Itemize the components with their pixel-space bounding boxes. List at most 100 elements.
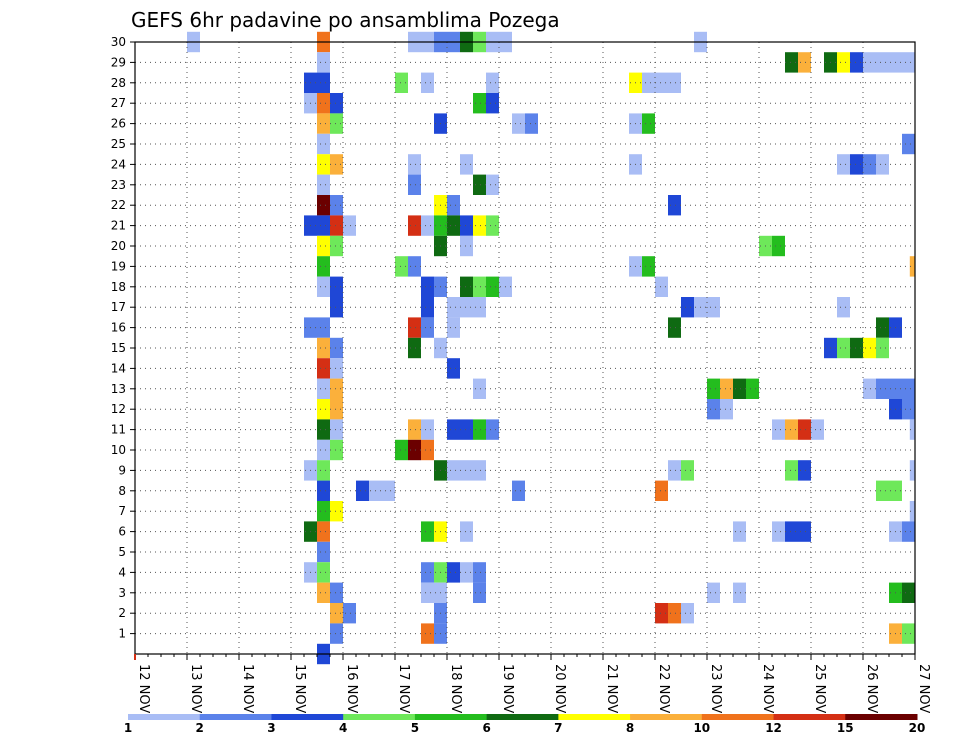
heatmap-cell bbox=[655, 603, 668, 624]
heatmap-cell bbox=[408, 439, 421, 461]
heatmap-cell bbox=[681, 603, 694, 624]
heatmap-cell bbox=[876, 378, 889, 399]
heatmap-cell bbox=[356, 480, 369, 501]
y-tick-label: 11 bbox=[111, 423, 126, 437]
heatmap-cell bbox=[317, 113, 330, 134]
y-tick-label: 17 bbox=[111, 300, 126, 314]
heatmap-cell bbox=[902, 52, 915, 73]
heatmap-cell bbox=[395, 256, 408, 277]
y-tick-label: 26 bbox=[111, 117, 126, 131]
heatmap-cell bbox=[317, 521, 330, 542]
heatmap-cell bbox=[909, 460, 915, 481]
heatmap-cell bbox=[343, 215, 356, 236]
legend-tick-label: 3 bbox=[267, 721, 275, 735]
heatmap-cell bbox=[317, 195, 330, 216]
x-tick-label: 26 NOV bbox=[864, 664, 879, 713]
heatmap-cell bbox=[909, 256, 915, 277]
x-tick-label: 24 NOV bbox=[760, 664, 775, 713]
legend-tick-label: 20 bbox=[909, 721, 926, 735]
heatmap-cell bbox=[317, 419, 330, 440]
heatmap-cell bbox=[876, 480, 889, 501]
heatmap-cell bbox=[720, 378, 733, 399]
heatmap-cell bbox=[408, 215, 421, 236]
heatmap-cell bbox=[902, 399, 915, 420]
heatmap-cell bbox=[460, 235, 473, 257]
heatmap-cell bbox=[798, 521, 811, 542]
y-tick-label: 28 bbox=[111, 76, 126, 90]
heatmap-cell bbox=[421, 439, 434, 461]
heatmap-cell bbox=[473, 215, 486, 236]
heatmap-cell bbox=[902, 378, 915, 399]
heatmap-cell bbox=[317, 582, 330, 603]
x-tick-label: 22 NOV bbox=[656, 664, 671, 713]
legend-swatch bbox=[845, 714, 918, 720]
heatmap-cell bbox=[317, 215, 330, 236]
heatmap-cell bbox=[317, 541, 330, 563]
heatmap-cell bbox=[330, 378, 343, 399]
heatmap-cell bbox=[486, 215, 499, 236]
heatmap-cell bbox=[382, 480, 395, 501]
x-tick-label: 20 NOV bbox=[552, 664, 567, 713]
heatmap-cell bbox=[395, 72, 408, 93]
heatmap-cell bbox=[343, 603, 356, 624]
x-tick-label: 18 NOV bbox=[448, 664, 463, 713]
heatmap-cell bbox=[460, 276, 473, 297]
y-tick-label: 7 bbox=[118, 504, 126, 518]
heatmap-cell bbox=[330, 419, 343, 440]
y-tick-label: 2 bbox=[118, 606, 126, 620]
heatmap-cell bbox=[421, 419, 434, 440]
heatmap-cell bbox=[655, 480, 668, 501]
heatmap-cell bbox=[447, 297, 460, 318]
heatmap-cell bbox=[707, 378, 720, 399]
heatmap-cell bbox=[486, 72, 499, 93]
heatmap-cell bbox=[317, 562, 330, 583]
heatmap-cell bbox=[421, 582, 434, 603]
legend-tick-label: 1 bbox=[124, 721, 132, 735]
y-tick-label: 24 bbox=[111, 157, 126, 171]
heatmap-cell bbox=[317, 501, 330, 522]
heatmap-cell bbox=[408, 419, 421, 440]
heatmap-cell bbox=[460, 154, 473, 175]
y-tick-label: 6 bbox=[118, 525, 126, 539]
x-tick-label: 27 NOV bbox=[916, 664, 931, 713]
heatmap-cell bbox=[733, 378, 746, 399]
heatmap-cell bbox=[330, 215, 343, 236]
heatmap-cell bbox=[642, 72, 655, 93]
heatmap-cell bbox=[863, 154, 876, 175]
heatmap-cell bbox=[317, 133, 330, 155]
heatmap-cell bbox=[447, 317, 460, 338]
heatmap-cell bbox=[473, 174, 486, 195]
y-tick-label: 10 bbox=[111, 443, 126, 457]
y-tick-label: 14 bbox=[111, 361, 126, 375]
heatmap-cell bbox=[850, 337, 863, 359]
y-tick-label: 19 bbox=[111, 259, 126, 273]
x-tick-label: 19 NOV bbox=[500, 664, 515, 713]
heatmap-cell bbox=[317, 52, 330, 73]
heatmap-cell bbox=[642, 256, 655, 277]
y-tick-label: 3 bbox=[118, 586, 126, 600]
x-axis: 12 NOV 13 NOV 14 NOV 15 NOV 16 NOV 17 NOV 18 N… bbox=[134, 654, 931, 713]
heatmap-cell bbox=[733, 582, 746, 603]
heatmap-cell bbox=[330, 439, 343, 461]
heatmap-cell bbox=[798, 460, 811, 481]
x-tick-label: 23 NOV bbox=[708, 664, 723, 713]
heatmap-cell bbox=[642, 113, 655, 134]
color-legend: 1 2 3 4 5 6 7 8 10 12 15 20 bbox=[124, 714, 926, 735]
heatmap-cell bbox=[330, 276, 343, 297]
heatmap-cell bbox=[798, 419, 811, 440]
heatmap-cell bbox=[525, 113, 538, 134]
x-tick-label: 17 NOV bbox=[396, 664, 411, 713]
x-tick-label: 14 NOV bbox=[240, 664, 255, 713]
heatmap-cell bbox=[473, 297, 486, 318]
heatmap-cell bbox=[330, 399, 343, 420]
heatmap-cell bbox=[330, 623, 343, 644]
heatmap-cell bbox=[785, 52, 798, 73]
heatmap-cell bbox=[317, 337, 330, 359]
y-tick-label: 18 bbox=[111, 280, 126, 294]
heatmap-cell bbox=[772, 419, 785, 440]
heatmap-cell bbox=[460, 215, 473, 236]
heatmap-cell bbox=[447, 215, 460, 236]
heatmap-cell bbox=[317, 378, 330, 399]
legend-tick-label: 4 bbox=[339, 721, 347, 735]
